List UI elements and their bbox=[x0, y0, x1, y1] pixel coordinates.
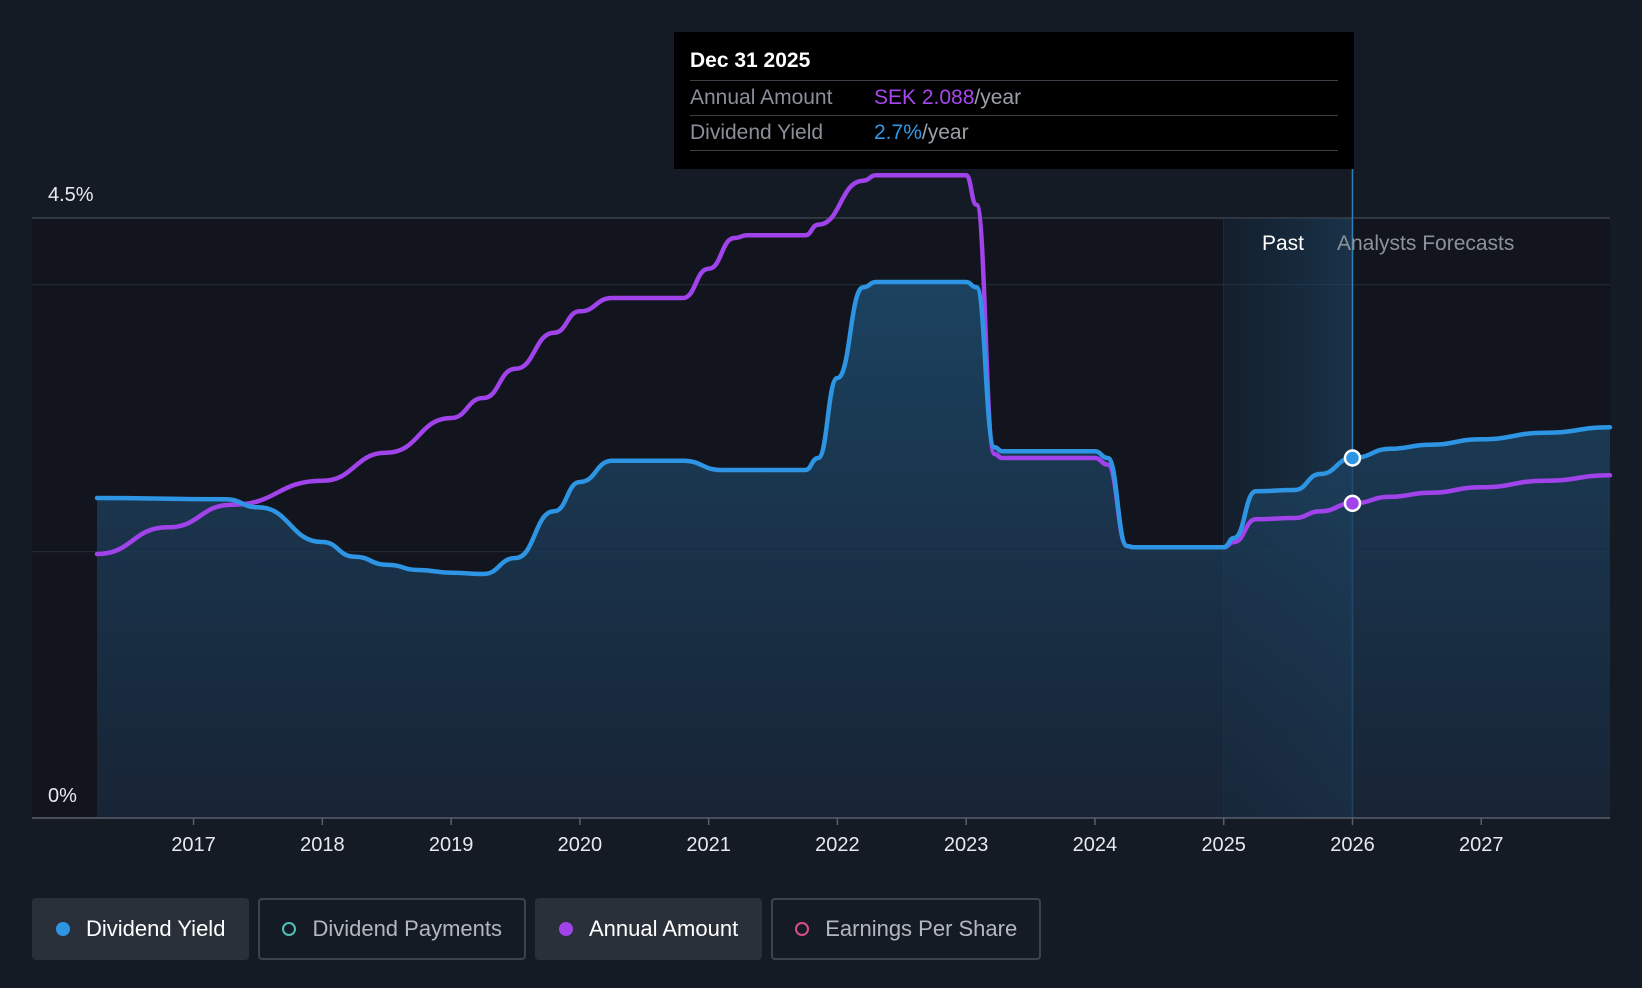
earnings-per-share-dot-icon bbox=[795, 922, 810, 936]
annual-amount-line bbox=[94, 173, 1613, 557]
legend-earnings-per-share-label: Earnings Per Share bbox=[825, 916, 1018, 941]
legend-dividend-yield-label: Dividend Yield bbox=[86, 916, 226, 941]
forecast-region-label: Analysts Forecasts bbox=[1337, 232, 1514, 255]
x-axis-tick-label: 2022 bbox=[815, 834, 860, 856]
past-region-label: Past bbox=[1262, 232, 1304, 255]
x-axis-tick-label: 2026 bbox=[1330, 834, 1375, 856]
dividend-yield-dot-icon bbox=[56, 922, 70, 936]
x-axis-tick-label: 2019 bbox=[429, 834, 474, 856]
tooltip-annual-amount-value: SEK 2.088 bbox=[874, 86, 975, 109]
y-axis-bottom-label: 0% bbox=[48, 785, 77, 807]
tooltip-annual-amount-unit: /year bbox=[974, 86, 1022, 109]
x-axis-tick-label: 2018 bbox=[300, 834, 345, 856]
dividend-payments-dot-icon bbox=[282, 922, 297, 936]
legend-annual-amount-label: Annual Amount bbox=[588, 916, 739, 941]
tooltip-dividend-yield-unit: /year bbox=[921, 121, 969, 144]
legend-dividend-payments-label: Dividend Payments bbox=[312, 916, 502, 941]
legend-earnings-per-share[interactable]: Earnings Per Share bbox=[771, 898, 1042, 960]
x-axis-tick-label: 2027 bbox=[1459, 834, 1504, 856]
tooltip-dividend-yield-value: 2.7% bbox=[874, 121, 922, 144]
x-axis-tick-label: 2017 bbox=[171, 834, 216, 856]
annual-amount-marker bbox=[1343, 494, 1362, 513]
dividend-yield-line bbox=[94, 279, 1613, 577]
legend-annual-amount[interactable]: Annual Amount bbox=[534, 898, 763, 960]
x-axis-tick-label: 2023 bbox=[944, 834, 989, 856]
tooltip-annual-amount-label: Annual Amount bbox=[690, 86, 833, 109]
dividend-yield-area bbox=[97, 282, 1610, 818]
y-axis-top-label: 4.5% bbox=[48, 184, 94, 206]
legend-dividend-payments[interactable]: Dividend Payments bbox=[258, 898, 526, 960]
legend-dividend-yield[interactable]: Dividend Yield bbox=[32, 898, 250, 960]
x-axis-tick-label: 2024 bbox=[1073, 834, 1118, 856]
x-axis-tick-label: 2025 bbox=[1201, 834, 1246, 856]
x-axis-tick-label: 2020 bbox=[558, 834, 603, 856]
chart-legend: Dividend Yield Dividend Payments Annual … bbox=[32, 898, 1042, 960]
tooltip-date: Dec 31 2025 bbox=[690, 49, 811, 72]
annual-amount-dot-icon bbox=[558, 922, 573, 936]
x-axis-tick-label: 2021 bbox=[686, 834, 731, 856]
tooltip-row-dividend-yield: Dividend Yield 2.7% /year bbox=[690, 115, 1338, 151]
chart-tooltip: Dec 31 2025 Annual Amount SEK 2.088 /yea… bbox=[674, 32, 1354, 169]
tooltip-row-annual-amount: Annual Amount SEK 2.088 /year bbox=[690, 80, 1338, 115]
tooltip-dividend-yield-label: Dividend Yield bbox=[690, 121, 824, 144]
dividend-yield-marker bbox=[1343, 449, 1362, 467]
